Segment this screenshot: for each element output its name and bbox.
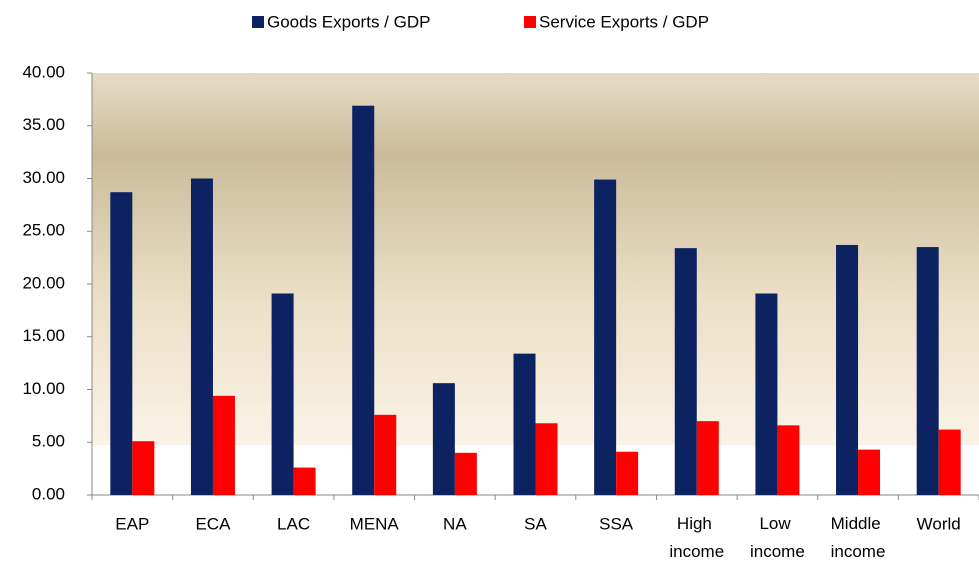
x-tick-label: SSA (599, 514, 634, 533)
bar (696, 421, 719, 495)
legend-label: Service Exports / GDP (539, 12, 709, 31)
bar (454, 452, 477, 495)
bar (374, 414, 397, 495)
y-tick-label: 35.00 (22, 115, 65, 134)
bar (916, 247, 939, 495)
bar (836, 244, 859, 495)
x-tick-label: SA (524, 514, 547, 533)
y-tick-label: 30.00 (22, 168, 65, 187)
x-tick-label: Middle income (831, 514, 886, 561)
y-tick-label: 0.00 (32, 484, 65, 503)
bar (212, 395, 235, 495)
bar (271, 293, 294, 495)
bar (110, 192, 133, 495)
bar (616, 451, 639, 495)
x-tick-label: World (917, 514, 961, 533)
bar (535, 423, 558, 495)
y-tick-label: 20.00 (22, 273, 65, 292)
x-tick-label: NA (443, 514, 467, 533)
bar (938, 429, 961, 495)
bar (755, 293, 778, 495)
x-tick-label: EAP (115, 514, 149, 533)
bar (674, 248, 697, 495)
y-tick-label: 5.00 (32, 432, 65, 451)
bar (594, 179, 617, 495)
x-tick-label: MENA (350, 514, 400, 533)
legend-label: Goods Exports / GDP (267, 12, 430, 31)
bar (293, 467, 316, 495)
x-tick-label: Low income (750, 514, 805, 561)
y-tick-label: 10.00 (22, 379, 65, 398)
legend-swatch (524, 16, 536, 28)
y-tick-label: 40.00 (22, 62, 65, 81)
bar (513, 353, 536, 495)
bar (432, 383, 455, 495)
y-tick-label: 15.00 (22, 326, 65, 345)
x-tick-label: ECA (195, 514, 231, 533)
legend-swatch (252, 16, 264, 28)
bar (858, 449, 881, 495)
bar (352, 105, 375, 495)
bar (190, 178, 213, 495)
y-tick-label: 25.00 (22, 221, 65, 240)
bar (777, 425, 800, 495)
x-tick-label: High income (669, 514, 724, 561)
x-tick-label: LAC (277, 514, 310, 533)
bar (132, 441, 155, 495)
